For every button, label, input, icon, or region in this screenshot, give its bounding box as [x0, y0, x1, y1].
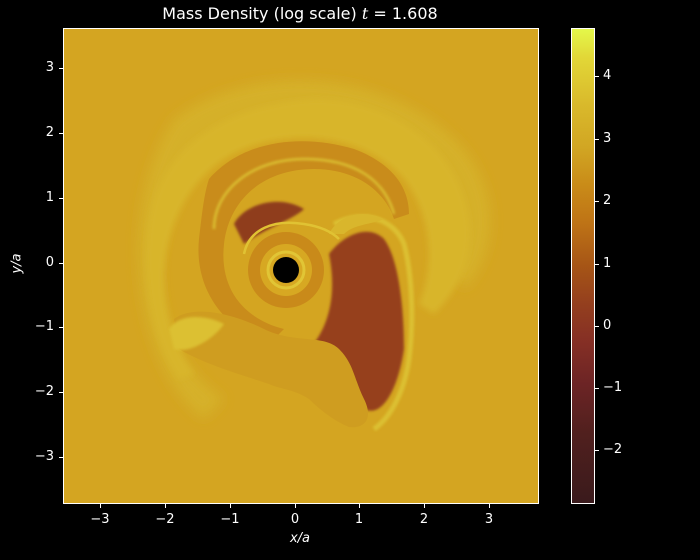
- x-tick-label: 0: [290, 512, 300, 527]
- y-tick: [59, 263, 63, 264]
- colorbar: [571, 28, 595, 504]
- y-tick-label: 0: [45, 255, 54, 270]
- colorbar-tick: [595, 264, 599, 265]
- density-heatmap: [63, 28, 539, 504]
- colorbar-tick: [595, 201, 599, 202]
- colorbar-label: 0: [603, 318, 612, 333]
- x-tick: [359, 504, 360, 508]
- sink-particle: [273, 257, 299, 283]
- x-tick: [424, 504, 425, 508]
- colorbar-label: 4: [603, 68, 612, 83]
- colorbar-label: −1: [603, 380, 623, 395]
- y-tick: [59, 457, 63, 458]
- x-tick-label: −3: [90, 512, 110, 527]
- colorbar-tick: [595, 326, 599, 327]
- y-tick-label: −3: [34, 449, 54, 464]
- colorbar-label: −2: [603, 442, 623, 457]
- x-tick: [489, 504, 490, 508]
- y-tick: [59, 68, 63, 69]
- colorbar-tick: [595, 139, 599, 140]
- y-tick-label: 1: [45, 190, 54, 205]
- y-tick: [59, 198, 63, 199]
- y-tick: [59, 133, 63, 134]
- colorbar-label: 3: [603, 131, 612, 146]
- x-tick: [295, 504, 296, 508]
- x-tick-label: 1: [354, 512, 364, 527]
- y-tick: [59, 327, 63, 328]
- y-tick-label: 2: [45, 125, 54, 140]
- y-tick-label: −1: [34, 319, 54, 334]
- colorbar-tick: [595, 388, 599, 389]
- x-tick-label: −2: [155, 512, 175, 527]
- colorbar-tick: [595, 450, 599, 451]
- x-tick: [100, 504, 101, 508]
- colorbar-label: 2: [603, 193, 612, 208]
- x-tick-label: 3: [484, 512, 494, 527]
- x-tick: [230, 504, 231, 508]
- y-tick-label: 3: [45, 60, 54, 75]
- colorbar-tick: [595, 76, 599, 77]
- x-axis-label: x/a: [289, 531, 311, 546]
- x-tick: [165, 504, 166, 508]
- x-tick-label: 2: [419, 512, 429, 527]
- y-tick: [59, 392, 63, 393]
- y-axis-label: y/a: [9, 253, 25, 274]
- colorbar-label: 1: [603, 256, 612, 271]
- chart-title: Mass Density (log scale) t = 1.608: [162, 4, 438, 23]
- y-tick-label: −2: [34, 384, 54, 399]
- x-tick-label: −1: [220, 512, 240, 527]
